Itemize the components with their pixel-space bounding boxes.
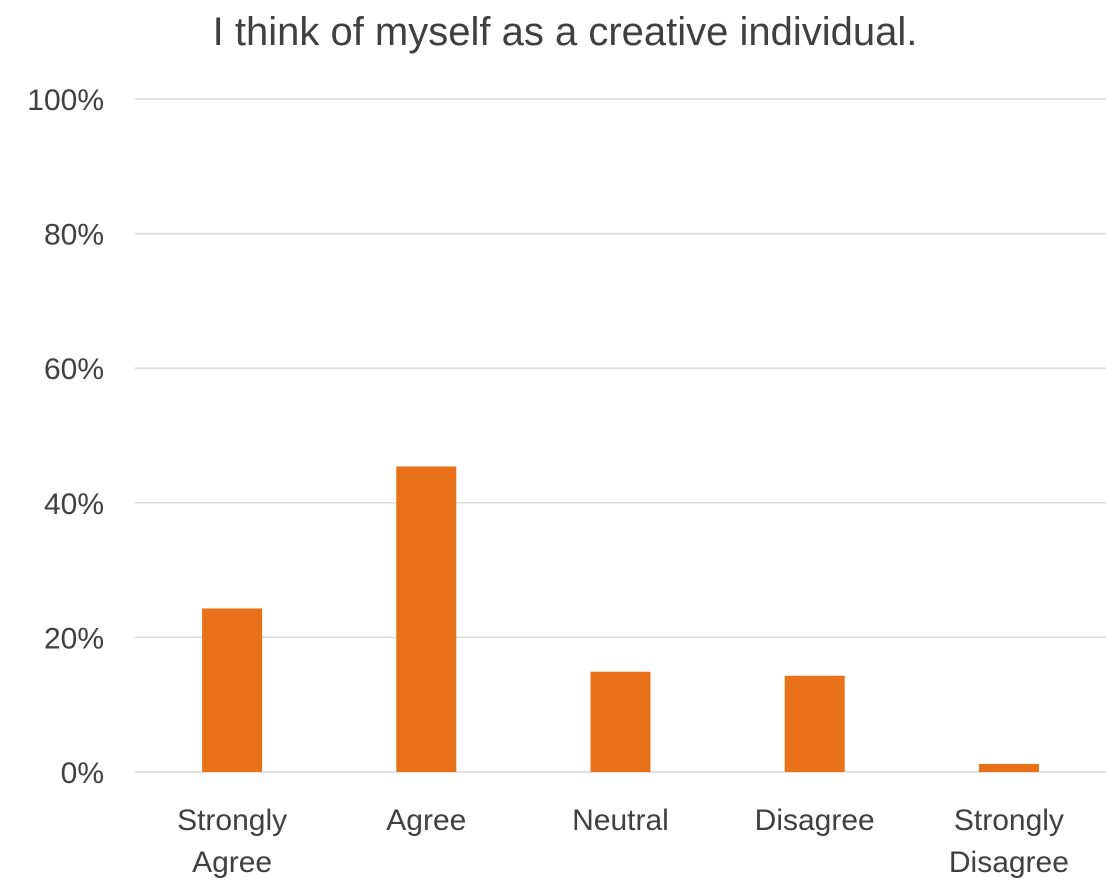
x-axis-labels: Strongly Agree Agree Neutral Disagree Strongl… (177, 804, 1069, 879)
x-category-label: Strongly Agree (177, 804, 287, 879)
bars (202, 466, 1039, 772)
x-category-label: Neutral (572, 804, 669, 837)
y-tick-label: 40% (44, 488, 104, 521)
y-tick-label: 60% (44, 353, 104, 386)
y-tick-label: 100% (27, 84, 104, 117)
gridlines (135, 98, 1106, 773)
bar (202, 608, 263, 772)
y-tick-label: 20% (44, 622, 104, 655)
x-category-label: Agree (386, 804, 466, 837)
bar (978, 763, 1039, 772)
x-category-label: Disagree (755, 804, 875, 837)
bar (590, 671, 651, 772)
y-tick-label: 80% (44, 219, 104, 252)
x-category-label: Strongly Disagree (949, 804, 1069, 879)
y-axis-ticks: 0% 20% 40% 60% 80% 100% (27, 84, 104, 790)
bar (396, 466, 457, 772)
bar (784, 675, 845, 772)
chart-title: I think of myself as a creative individu… (213, 10, 918, 54)
y-tick-label: 0% (61, 757, 104, 790)
